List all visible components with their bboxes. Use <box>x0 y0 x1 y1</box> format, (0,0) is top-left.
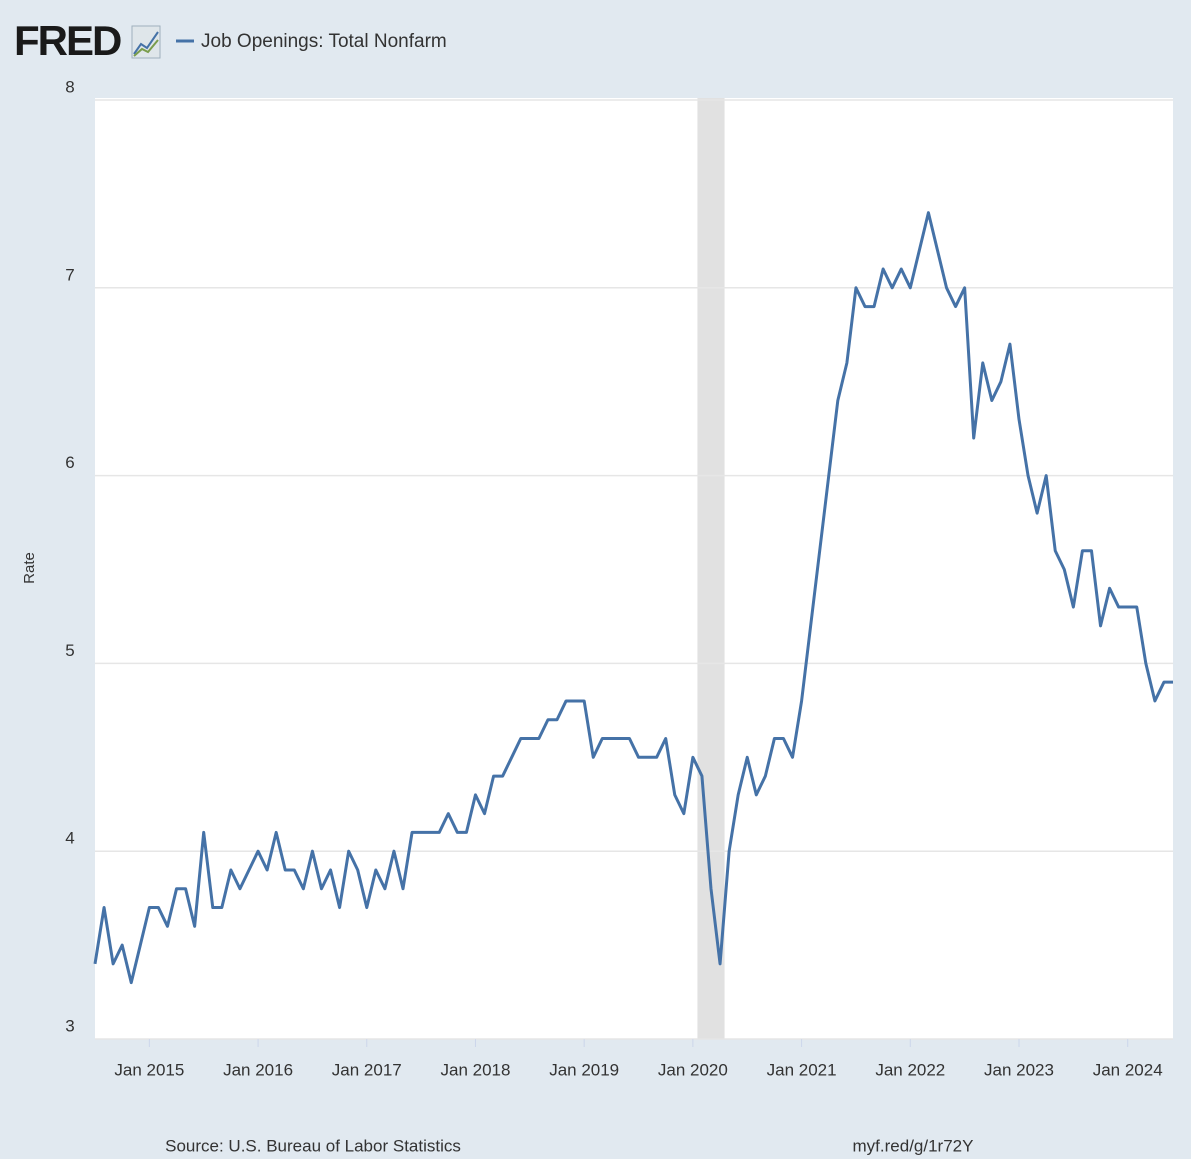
x-tick-label: Jan 2021 <box>767 1060 837 1079</box>
source: Source: U.S. Bureau of Labor Statistics <box>165 1136 461 1155</box>
y-tick-label: 8 <box>65 77 74 96</box>
y-tick-label: 4 <box>65 829 74 848</box>
logo: FRED <box>14 17 121 64</box>
x-tick-label: Jan 2018 <box>440 1060 510 1079</box>
x-tick-label: Jan 2015 <box>114 1060 184 1079</box>
y-tick-label: 6 <box>65 453 74 472</box>
x-tick-label: Jan 2024 <box>1093 1060 1163 1079</box>
logo-icon <box>131 25 161 59</box>
x-tick-label: Jan 2016 <box>223 1060 293 1079</box>
plot-area <box>95 98 1173 1039</box>
x-tick-label: Jan 2017 <box>332 1060 402 1079</box>
x-tick-label: Jan 2022 <box>875 1060 945 1079</box>
x-tick-label: Jan 2023 <box>984 1060 1054 1079</box>
y-tick-label: 7 <box>65 265 74 284</box>
y-tick-label: 3 <box>65 1016 74 1035</box>
x-tick-label: Jan 2020 <box>658 1060 728 1079</box>
series-line <box>93 211 1173 985</box>
y-tick-label: 5 <box>65 641 74 660</box>
legend-label: Job Openings: Total Nonfarm <box>201 31 447 52</box>
x-tick-label: Jan 2019 <box>549 1060 619 1079</box>
link: myf.red/g/1r72Y <box>853 1136 974 1155</box>
y-axis-label: Rate <box>21 552 38 584</box>
